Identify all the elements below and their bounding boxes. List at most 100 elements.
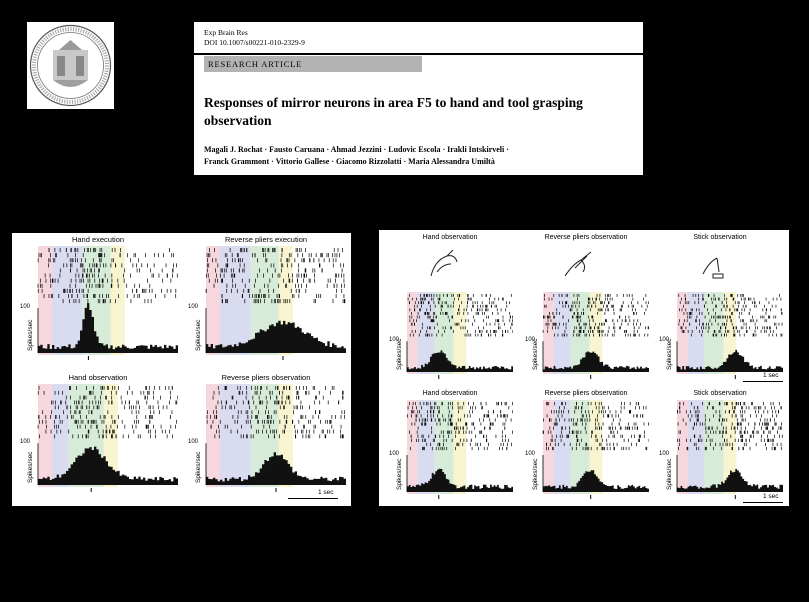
pliers-grasp-icon xyxy=(564,251,592,277)
subplot-title: Reverse pliers observation xyxy=(221,373,311,382)
y-axis-label: Spikes/sec xyxy=(396,458,403,490)
time-scale-label: 1 sec xyxy=(763,493,779,500)
subplot-title: Hand observation xyxy=(422,390,478,397)
article-type-bar: RESEARCH ARTICLE xyxy=(204,56,422,72)
raster-histogram-plot: Stick observation 100 Spikes/sec xyxy=(657,390,783,502)
raster-histogram-plot: Stick observation 100 Spikes/sec xyxy=(657,234,783,382)
epoch-band xyxy=(38,246,52,355)
spike-raster-and-histogram xyxy=(37,246,178,360)
spike-raster-and-histogram xyxy=(676,292,783,379)
y-axis-label: Spikes/sec xyxy=(666,458,673,490)
subplot-title: Hand execution xyxy=(71,235,125,244)
epoch-band xyxy=(417,400,435,494)
y-tick-label: 100 xyxy=(20,439,31,446)
time-scale-label: 1 sec xyxy=(763,372,779,379)
y-tick-label: 100 xyxy=(389,450,400,457)
article-title: Responses of mirror neurons in area F5 t… xyxy=(204,95,583,128)
university-seal xyxy=(27,22,114,109)
time-scale-bar xyxy=(743,502,783,503)
epoch-band xyxy=(704,292,724,374)
epoch-band xyxy=(723,400,737,494)
firing-rate-histogram xyxy=(407,350,513,372)
subplot-title: Reverse pliers observation xyxy=(544,390,628,397)
epoch-band xyxy=(407,400,418,494)
y-tick-label: 100 xyxy=(659,450,670,457)
epoch-band xyxy=(453,292,467,374)
y-tick-label: 100 xyxy=(20,304,31,311)
authors-line-2: Franck Grammont · Vittorio Gallese · Gia… xyxy=(204,157,495,166)
doi-text: DOI 10.1007/s00221-010-2329-9 xyxy=(204,38,305,47)
subplot-title: Hand observation xyxy=(422,234,478,241)
raster-histogram-plot: Hand execution 100 Spikes/sec xyxy=(18,235,178,363)
subplot-title: Hand observation xyxy=(68,373,128,382)
y-axis-label: Spikes/sec xyxy=(532,338,539,370)
firing-rate-histogram xyxy=(38,446,178,485)
time-scale-bar xyxy=(743,381,783,382)
y-axis-label: Spikes/sec xyxy=(195,319,202,351)
raster-histogram-plot: Reverse pliers observation 100 Spikes/sec xyxy=(186,373,346,495)
article-header: Exp Brain Res DOI 10.1007/s00221-010-232… xyxy=(194,22,643,175)
epoch-band xyxy=(723,292,737,374)
raster-histogram-plot: Hand observation 100 Spikes/sec xyxy=(387,390,513,502)
firing-rate-histogram xyxy=(543,470,649,492)
epoch-band xyxy=(220,246,251,355)
stick-grasp-icon xyxy=(702,257,724,279)
epoch-band xyxy=(52,246,83,355)
firing-rate-histogram xyxy=(38,303,178,353)
subplot-title: Stick observation xyxy=(693,234,747,241)
journal-name: Exp Brain Res xyxy=(204,28,248,37)
firing-rate-histogram xyxy=(543,351,649,372)
epoch-band xyxy=(677,292,688,374)
time-scale-label: 1 sec xyxy=(318,489,334,496)
epoch-band xyxy=(543,292,554,374)
epoch-band xyxy=(553,400,571,494)
y-tick-label: 100 xyxy=(659,337,670,344)
subplot-title: Reverse pliers execution xyxy=(224,235,308,244)
y-axis-label: Spikes/sec xyxy=(27,319,34,351)
spike-raster-and-histogram xyxy=(205,384,346,492)
figure-right-panel: Hand observation 100 Spikes/sec Reverse pli… xyxy=(379,230,789,506)
epoch-band xyxy=(704,400,724,494)
subplot-title: Reverse pliers observation xyxy=(544,234,628,241)
epoch-band xyxy=(570,292,590,374)
header-rule xyxy=(194,53,643,55)
epoch-band xyxy=(52,384,69,487)
firing-rate-histogram xyxy=(206,320,346,353)
y-tick-label: 100 xyxy=(188,439,199,446)
epoch-band xyxy=(677,400,688,494)
raster-histogram-plot: Reverse pliers execution 100 Spikes/sec xyxy=(186,235,346,363)
subplot-title: Stick observation xyxy=(693,390,747,397)
author-list: Magali J. Rochat · Fausto Caruana · Ahma… xyxy=(204,144,634,168)
epoch-band xyxy=(453,400,467,494)
epoch-band xyxy=(687,292,705,374)
epoch-band xyxy=(206,246,220,355)
y-axis-label: Spikes/sec xyxy=(27,451,34,483)
time-scale-bar xyxy=(288,498,338,499)
article-type-label: RESEARCH ARTICLE xyxy=(208,59,303,69)
firing-rate-histogram xyxy=(677,469,783,492)
y-axis-label: Spikes/sec xyxy=(532,458,539,490)
y-axis-label: Spikes/sec xyxy=(666,338,673,370)
firing-rate-histogram xyxy=(677,349,783,372)
y-tick-label: 100 xyxy=(525,450,536,457)
seal-icon xyxy=(29,24,112,107)
spike-raster-and-histogram xyxy=(542,292,649,379)
y-tick-label: 100 xyxy=(188,304,199,311)
spike-raster-and-histogram xyxy=(406,292,513,379)
epoch-band xyxy=(110,246,125,355)
figure-left-panel: Hand execution 100 Spikes/sec Reverse plier… xyxy=(12,233,351,506)
spike-raster-and-histogram xyxy=(676,400,783,499)
firing-rate-histogram xyxy=(407,468,513,492)
spike-raster-and-histogram xyxy=(37,384,178,492)
y-axis-label: Spikes/sec xyxy=(195,451,202,483)
epoch-band xyxy=(553,292,571,374)
epoch-band xyxy=(687,400,705,494)
hand-grasp-icon xyxy=(430,249,458,277)
y-tick-label: 100 xyxy=(389,337,400,344)
spike-raster-and-histogram xyxy=(205,246,346,360)
y-tick-label: 100 xyxy=(525,337,536,344)
raster-histogram-plot: Reverse pliers observation 100 Spikes/sec xyxy=(523,234,649,382)
y-axis-label: Spikes/sec xyxy=(396,338,403,370)
raster-histogram-plot: Hand observation 100 Spikes/sec xyxy=(387,234,513,382)
authors-line-1: Magali J. Rochat · Fausto Caruana · Ahma… xyxy=(204,145,509,154)
